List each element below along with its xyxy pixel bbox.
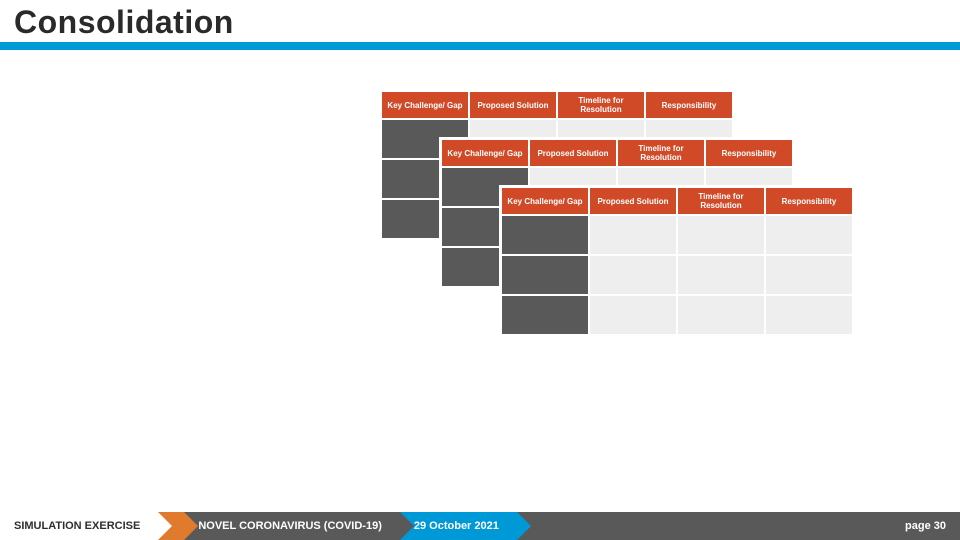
slide: Consolidation Key Challenge/ GapProposed…	[0, 0, 960, 540]
table-cell	[766, 296, 852, 334]
table-row	[502, 256, 852, 294]
footer-chevron-0: SIMULATION EXERCISE	[0, 512, 158, 540]
table-header-cell: Proposed Solution	[530, 140, 616, 166]
table-cell	[678, 256, 764, 294]
title-bar: Consolidation	[0, 0, 960, 48]
table-row	[502, 216, 852, 254]
footer-fill: page 30	[517, 512, 960, 540]
footer: SIMULATION EXERCISE NOVEL CORONAVIRUS (C…	[0, 512, 960, 540]
table-header-cell: Proposed Solution	[470, 92, 556, 118]
table-cell	[502, 256, 588, 294]
page-title: Consolidation	[0, 0, 234, 48]
consolidation-table: Key Challenge/ GapProposed SolutionTimel…	[500, 186, 854, 336]
table-row	[502, 296, 852, 334]
table-cell	[590, 296, 676, 334]
table-header-cell: Timeline for Resolution	[558, 92, 644, 118]
table-header-cell: Responsibility	[646, 92, 732, 118]
table-header-cell: Key Challenge/ Gap	[442, 140, 528, 166]
page-number: page 30	[905, 520, 946, 532]
table-header-cell: Proposed Solution	[590, 188, 676, 214]
table-cell	[678, 296, 764, 334]
table-cell	[766, 256, 852, 294]
table-cell	[590, 216, 676, 254]
table-cell	[502, 216, 588, 254]
table-header-cell: Timeline for Resolution	[618, 140, 704, 166]
table-cell	[590, 256, 676, 294]
footer-chevron-3-label: 29 October 2021	[414, 520, 499, 532]
table-cell	[678, 216, 764, 254]
stacked-tables: Key Challenge/ GapProposed SolutionTimel…	[380, 90, 940, 370]
footer-chevron-2: NOVEL CORONAVIRUS (COVID-19)	[184, 512, 400, 540]
footer-chevron-2-label: NOVEL CORONAVIRUS (COVID-19)	[198, 520, 382, 532]
table-header-cell: Timeline for Resolution	[678, 188, 764, 214]
table-cell	[766, 216, 852, 254]
footer-chevron-3: 29 October 2021	[400, 512, 517, 540]
table-header-cell: Responsibility	[706, 140, 792, 166]
title-stripe	[0, 42, 960, 50]
table-header-cell: Key Challenge/ Gap	[382, 92, 468, 118]
table-header-cell: Responsibility	[766, 188, 852, 214]
table-header-cell: Key Challenge/ Gap	[502, 188, 588, 214]
table-cell	[502, 296, 588, 334]
footer-chevron-0-label: SIMULATION EXERCISE	[14, 520, 140, 532]
